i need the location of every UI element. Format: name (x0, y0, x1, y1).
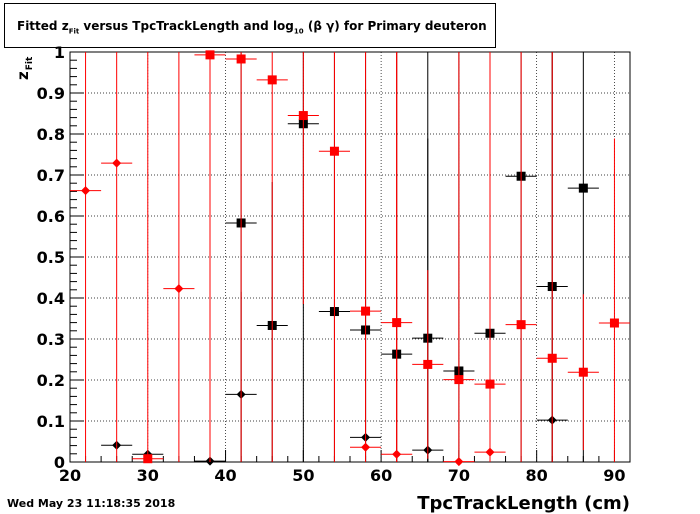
y-tick-label: 0.9 (37, 84, 65, 103)
y-tick-label: 0.5 (37, 248, 65, 267)
title-prefix: Fitted (17, 19, 58, 33)
data-point-diamond (81, 186, 91, 196)
data-point-square (143, 454, 153, 464)
data-point-square (485, 379, 495, 389)
data-point-diamond (485, 447, 495, 457)
datestamp: Wed May 23 11:18:35 2018 (7, 497, 176, 510)
y-tick-label: 0.8 (37, 125, 65, 144)
data-point-diamond (361, 442, 371, 452)
data-point-square (454, 375, 464, 385)
title-mid: versus TpcTrackLength and log (83, 19, 294, 33)
x-axis-title: TpcTrackLength (cm) (417, 493, 630, 514)
chart-title: Fitted zFit versus TpcTrackLength and lo… (17, 19, 487, 35)
data-point-diamond (174, 284, 184, 294)
x-tick-label: 80 (526, 466, 548, 485)
data-point-square (298, 111, 308, 121)
y-tick-label: 0.1 (37, 412, 65, 431)
title-z-subscript: Fit (68, 27, 80, 36)
data-point-square (267, 75, 277, 85)
data-point-square (361, 306, 371, 316)
y-tick-label: 1 (54, 43, 65, 62)
data-point-diamond (392, 449, 402, 459)
data-point-diamond (112, 158, 122, 168)
data-point-diamond (454, 457, 464, 467)
data-point-square (516, 320, 526, 330)
y-tick-label: 0.4 (37, 289, 65, 308)
chart-title-box: Fitted zFit versus TpcTrackLength and lo… (4, 3, 496, 48)
y-axis-title-main: z (14, 71, 32, 80)
data-point-square (205, 50, 215, 60)
y-tick-label: 0.3 (37, 330, 65, 349)
data-point-square (236, 54, 246, 64)
y-axis-title: zFit (14, 56, 35, 80)
data-point-square (329, 146, 339, 156)
x-tick-label: 20 (59, 466, 81, 485)
y-axis-title-subscript: Fit (25, 56, 35, 70)
x-tick-label: 50 (292, 466, 314, 485)
x-tick-label: 60 (370, 466, 392, 485)
x-tick-label: 90 (603, 466, 625, 485)
y-tick-label: 0.7 (37, 166, 65, 185)
title-z: z (61, 19, 69, 33)
data-point-square (609, 318, 619, 328)
data-point-square (578, 183, 588, 193)
y-tick-label: 0 (54, 453, 65, 472)
x-tick-label: 40 (214, 466, 236, 485)
title-suffix: (β γ) for Primary deuteron (307, 19, 487, 33)
x-tick-label: 70 (448, 466, 470, 485)
y-tick-label: 0.2 (37, 371, 65, 390)
title-log-subscript: 10 (293, 27, 304, 36)
y-tick-label: 0.6 (37, 207, 65, 226)
data-point-square (578, 367, 588, 377)
x-tick-label: 30 (137, 466, 159, 485)
data-point-square (547, 353, 557, 363)
data-point-square (423, 359, 433, 369)
